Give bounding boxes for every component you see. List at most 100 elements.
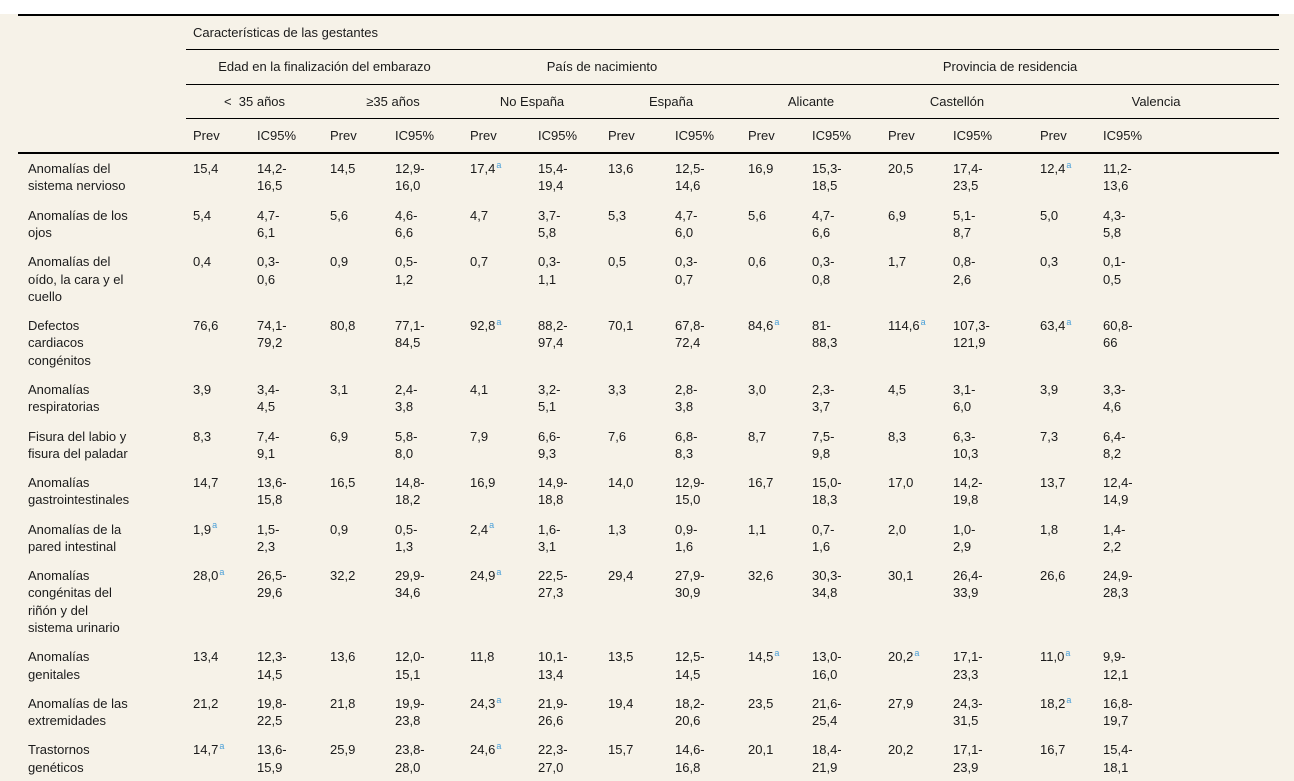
- cell-ic95: 13,6- 15,8: [257, 475, 287, 508]
- cell-prev: 12,4a: [1033, 153, 1096, 201]
- cell-prev: 14,7a: [186, 735, 250, 781]
- footnote-marker-link[interactable]: a: [1065, 647, 1071, 658]
- cell-ic95: 15,4- 19,4: [538, 161, 568, 194]
- cell-ic95: 67,8- 72,4: [675, 318, 705, 351]
- cell-ic95: 74,1- 79,2: [257, 318, 287, 351]
- cell-ic95: 7,5- 9,8: [812, 428, 835, 461]
- prevalence-value: 1,8: [1040, 521, 1059, 537]
- cell-prev: 7,3: [1033, 422, 1096, 469]
- cell-prev: 16,9: [463, 468, 531, 515]
- prevalence-value: 2,0: [888, 521, 907, 537]
- prevalence-value: 16,5: [330, 475, 356, 491]
- footnote-marker-link[interactable]: a: [496, 566, 502, 577]
- cell-ic95: 14,6- 16,8: [675, 742, 705, 775]
- cell-ic95: 5,1- 8,7: [953, 207, 976, 240]
- cell-prev: 24,3a: [463, 689, 531, 736]
- footnote-marker-link[interactable]: a: [219, 741, 225, 752]
- footnote-marker-link[interactable]: a: [1066, 159, 1072, 170]
- cell-prev: 20,1: [741, 735, 805, 781]
- footnote-marker-link[interactable]: a: [1066, 316, 1072, 327]
- footnote-marker-link[interactable]: a: [496, 316, 502, 327]
- prevalence-value: 14,0: [608, 475, 634, 491]
- row-label: Anomalías de las extremidades: [28, 695, 128, 729]
- prevalence-value: 5,3: [608, 207, 627, 223]
- footnote-marker-link[interactable]: a: [489, 520, 495, 531]
- row-label: Anomalías de la pared intestinal: [28, 521, 122, 554]
- prevalence-value: 15,7: [608, 742, 634, 758]
- table-row: Anomalías del oído, la cara y el cuello 0…: [18, 247, 1279, 311]
- cell-prev: 15,4: [186, 153, 250, 201]
- cell-prev: 63,4a: [1033, 311, 1096, 375]
- cell-ic95: 15,0- 18,3: [812, 475, 842, 508]
- footnote-marker-link[interactable]: a: [920, 316, 926, 327]
- prevalence-value: 20,5: [888, 161, 914, 177]
- col-header-ic95-35-plus: IC95%: [388, 118, 463, 155]
- row-label: Anomalías del oído, la cara y el cuello: [28, 254, 124, 304]
- prevalence-value: 1,9: [193, 521, 212, 537]
- cell-prev: 6,9: [881, 201, 946, 248]
- cell-prev: 92,8a: [463, 311, 531, 375]
- table-row: Anomalías genitales 13,4 12,3- 14,5 13,6 12,0…: [18, 642, 1279, 689]
- cell-prev: 3,9: [1033, 375, 1096, 422]
- prevalence-value: 7,9: [470, 428, 489, 444]
- cell-prev: 24,6a: [463, 735, 531, 781]
- prevalence-value: 29,4: [608, 568, 634, 584]
- cell-ic95: 9,9- 12,1: [1103, 649, 1129, 682]
- cell-ic95: 21,6- 25,4: [812, 695, 842, 729]
- cell-prev: 4,1: [463, 375, 531, 422]
- subgroup-header-alicante: Alicante: [741, 84, 881, 119]
- footnote-marker-link[interactable]: a: [219, 566, 225, 577]
- footnote-marker-link[interactable]: a: [914, 647, 920, 658]
- cell-ic95: 12,9- 16,0: [395, 161, 425, 194]
- cell-prev: 7,9: [463, 422, 531, 469]
- prevalence-value: 7,3: [1040, 428, 1059, 444]
- prevalence-value: 25,9: [330, 742, 356, 758]
- prevalence-value: 13,6: [608, 161, 634, 177]
- cell-prev: 8,3: [186, 422, 250, 469]
- cell-ic95: 1,6- 3,1: [538, 521, 561, 554]
- prevalence-value: 20,2: [888, 742, 914, 758]
- col-header-prev-alicante: Prev: [741, 118, 805, 155]
- cell-ic95: 26,5- 29,6: [257, 568, 287, 601]
- table-row: Defectos cardiacos congénitos 76,6 74,1- 79…: [18, 311, 1279, 375]
- col-header-prev-35-plus: Prev: [323, 118, 388, 155]
- footnote-marker-link[interactable]: a: [774, 316, 780, 327]
- footnote-marker-link[interactable]: a: [496, 741, 502, 752]
- footnote-marker-link[interactable]: a: [496, 159, 502, 170]
- cell-ic95: 77,1- 84,5: [395, 318, 425, 351]
- prevalence-value: 16,7: [748, 475, 774, 491]
- prevalence-value: 20,2: [888, 649, 914, 665]
- row-label: Anomalías respiratorias: [28, 381, 100, 415]
- cell-ic95: 14,2- 19,8: [953, 475, 983, 508]
- cell-ic95: 81- 88,3: [812, 318, 838, 351]
- prevalence-value: 3,9: [193, 381, 212, 397]
- row-label: Anomalías de los ojos: [28, 207, 128, 240]
- cell-prev: 1,1: [741, 515, 805, 562]
- cell-prev: 28,0a: [186, 561, 250, 642]
- cell-prev: 1,7: [881, 247, 946, 311]
- cell-ic95: 15,4- 18,1: [1103, 742, 1133, 775]
- cell-ic95: 16,8- 19,7: [1103, 695, 1133, 729]
- cell-ic95: 21,9- 26,6: [538, 695, 568, 729]
- footnote-marker-link[interactable]: a: [774, 647, 780, 658]
- prevalence-value: 0,4: [193, 254, 212, 270]
- prevalence-value: 5,6: [330, 207, 349, 223]
- prevalence-value: 8,7: [748, 428, 767, 444]
- footnote-marker-link[interactable]: a: [496, 694, 502, 705]
- prevalence-value: 2,4: [470, 521, 489, 537]
- cell-ic95: 4,7- 6,1: [257, 207, 280, 240]
- cell-prev: 16,7: [741, 468, 805, 515]
- cell-ic95: 2,3- 3,7: [812, 381, 835, 415]
- cell-ic95: 3,1- 6,0: [953, 381, 976, 415]
- cell-ic95: 26,4- 33,9: [953, 568, 983, 601]
- cell-prev: 11,8: [463, 642, 531, 689]
- cell-prev: 5,6: [323, 201, 388, 248]
- prevalence-value: 23,5: [748, 695, 774, 711]
- cell-prev: 0,3: [1033, 247, 1096, 311]
- cell-ic95: 1,0- 2,9: [953, 521, 976, 554]
- footnote-marker-link[interactable]: a: [212, 520, 218, 531]
- cell-ic95: 0,5- 1,2: [395, 254, 418, 287]
- footnote-marker-link[interactable]: a: [1066, 694, 1072, 705]
- cell-ic95: 24,3- 31,5: [953, 695, 983, 729]
- prevalence-value: 16,9: [748, 161, 774, 177]
